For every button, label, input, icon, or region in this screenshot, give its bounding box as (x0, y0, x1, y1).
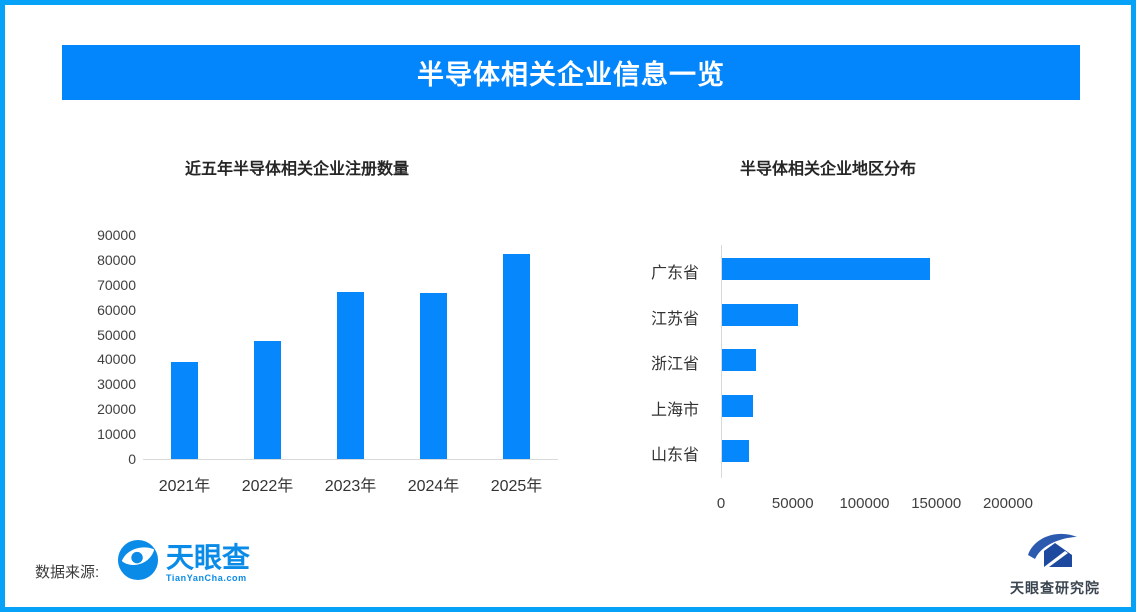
y-axis-tick-label: 0 (128, 451, 136, 467)
tianyancha-domain: TianYanCha.com (166, 572, 247, 583)
bar-广东省 (722, 258, 931, 280)
x-axis-category-label: 2021年 (158, 478, 211, 495)
y-axis-tick-label: 90000 (97, 227, 136, 243)
x-axis-category-label: 2023年 (324, 478, 377, 495)
y-axis-tick-label: 30000 (97, 376, 136, 393)
x-axis-line (143, 459, 558, 460)
y-axis-tick-label: 50000 (97, 326, 136, 343)
region-label: 山东省 (651, 447, 700, 464)
right-chart-title: 半导体相关企业地区分布 (740, 161, 917, 178)
header-banner: 半导体相关企业信息一览 (62, 45, 1080, 100)
institute-logo: 天眼查研究院 (990, 529, 1120, 598)
x-axis-tick-label: 0 (716, 495, 726, 512)
bar-山东省 (722, 440, 749, 462)
region-label: 上海市 (651, 401, 700, 419)
bar-2025年 (503, 253, 530, 459)
bar-2024年 (420, 293, 447, 459)
x-axis-tick-label: 50000 (771, 495, 814, 512)
region-distribution-bar-chart: 广东省江苏省浙江省上海市山东省 0 50000 100000 150000 200000 (648, 233, 1098, 518)
x-axis-category-label: 2025年 (490, 478, 543, 495)
region-label: 江苏省 (651, 310, 700, 328)
bar-上海市 (722, 394, 753, 417)
tianyancha-name: 天眼查 (166, 541, 251, 573)
y-axis-line (721, 245, 722, 478)
y-axis-tick-label: 40000 (97, 351, 136, 368)
data-source-label: 数据来源: (35, 564, 100, 581)
tianyancha-eye-icon (117, 539, 159, 586)
tianyancha-wordmark: 天眼查 TianYanCha.com (166, 541, 251, 583)
bar-2022年 (254, 340, 281, 459)
x-axis-tick-label: 200000 (982, 495, 1034, 512)
y-axis-tick-label: 20000 (97, 401, 136, 418)
bar-2021年 (171, 361, 198, 459)
y-axis-tick-label: 10000 (97, 426, 136, 443)
x-axis-category-label: 2024年 (407, 478, 460, 495)
page-title: 半导体相关企业信息一览 (417, 60, 725, 90)
tianyancha-logo: 天眼查 TianYanCha.com (117, 539, 250, 586)
region-label: 广东省 (651, 265, 700, 282)
registrations-bar-chart: 0 10000 20000 30000 40000 50000 60000 70000 8000… (88, 224, 578, 509)
left-chart-title: 近五年半导体相关企业注册数量 (185, 161, 410, 178)
x-axis-tick-label: 100000 (839, 495, 890, 512)
bar-江苏省 (722, 303, 799, 326)
institute-name: 天眼查研究院 (1010, 580, 1100, 596)
y-axis-tick-label: 70000 (97, 276, 136, 293)
region-label: 浙江省 (651, 356, 700, 373)
y-axis-tick-label: 80000 (97, 251, 136, 268)
bar-浙江省 (722, 349, 757, 371)
y-axis-tick-label: 60000 (97, 301, 136, 318)
x-axis-category-label: 2022年 (241, 478, 294, 495)
institute-swoosh-house-icon (1025, 529, 1085, 574)
bar-2023年 (337, 292, 364, 459)
x-axis-tick-label: 150000 (911, 495, 962, 512)
